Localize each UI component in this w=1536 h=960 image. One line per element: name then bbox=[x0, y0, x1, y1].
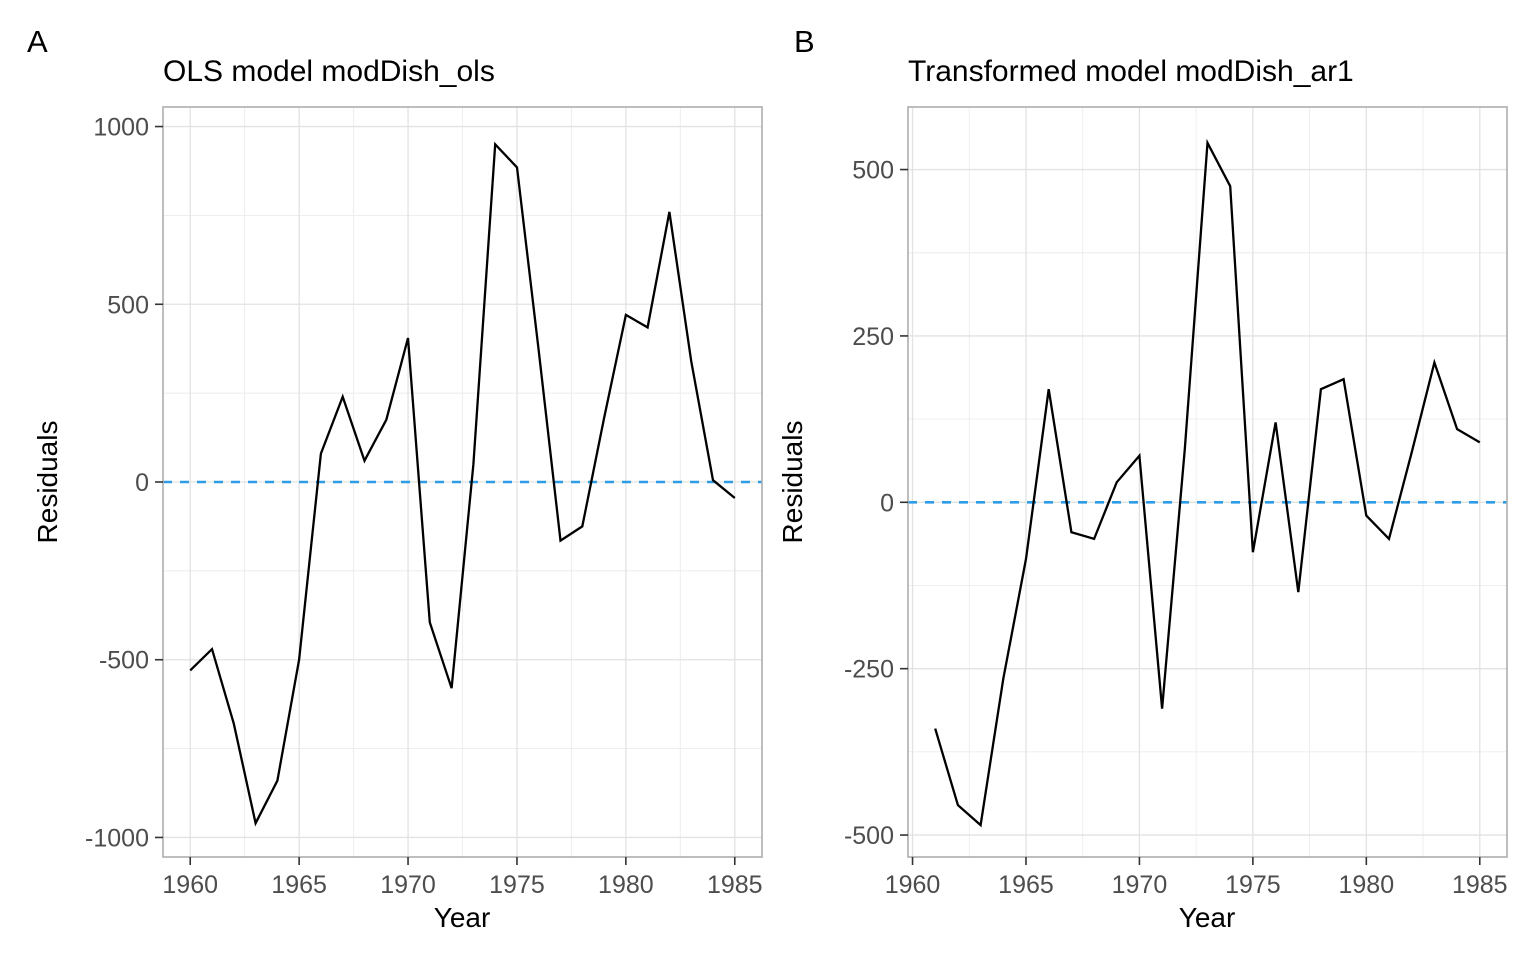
panel-a-y-tick-label: 500 bbox=[107, 291, 149, 319]
panel-b-x-tick-label: 1985 bbox=[1452, 871, 1508, 899]
panel-a-y-tick-label: -1000 bbox=[85, 824, 149, 852]
panel-b-y-tick-label: -250 bbox=[844, 656, 894, 684]
panel-b-tick-labels: 1960 1965 1970 1975 1980 1985 500 250 0 -250 -500 bbox=[844, 157, 1508, 899]
panel-a-x-tick-label: 1960 bbox=[162, 871, 218, 899]
panel-b-grid-minor bbox=[908, 107, 1507, 857]
panel-a-plot: 1960 1965 1970 1975 1980 1985 1000 500 0 -500 -100… bbox=[85, 106, 763, 899]
panel-b-grid-major bbox=[908, 107, 1507, 857]
panel-a-residuals-line bbox=[189, 141, 736, 827]
panel-a-x-tick-label: 1975 bbox=[489, 871, 545, 899]
panel-a-title: OLS model modDish_ols bbox=[163, 55, 495, 88]
panel-b-x-tick-label: 1960 bbox=[885, 871, 941, 899]
panel-b-plot: 1960 1965 1970 1975 1980 1985 500 250 0 -250 -500 bbox=[844, 106, 1508, 899]
panel-b-x-tick-label: 1980 bbox=[1339, 871, 1395, 899]
panel-b-title: Transformed model modDish_ar1 bbox=[908, 55, 1354, 88]
panel-a-x-axis-title: Year bbox=[433, 902, 491, 933]
panel-b-tick-marks bbox=[900, 168, 1481, 865]
panel-a-tick-labels: 1960 1965 1970 1975 1980 1985 1000 500 0 -500 -100… bbox=[85, 114, 763, 899]
panel-a-x-tick-label: 1985 bbox=[707, 871, 763, 899]
panel-b-border bbox=[907, 106, 1508, 858]
panel-b-y-tick-label: 250 bbox=[852, 323, 894, 351]
panel-b-x-tick-label: 1970 bbox=[1112, 871, 1168, 899]
panel-a-x-tick-label: 1980 bbox=[598, 871, 654, 899]
panel-a-y-tick-label: 0 bbox=[135, 469, 149, 497]
panel-b-y-axis-title: Residuals bbox=[777, 420, 808, 544]
panel-b-x-tick-label: 1965 bbox=[998, 871, 1054, 899]
panel-b-y-tick-label: 500 bbox=[852, 157, 894, 185]
panel-a-tick-marks bbox=[155, 125, 736, 865]
panel-b-x-tick-label: 1975 bbox=[1225, 871, 1281, 899]
panel-b-label: B bbox=[794, 24, 815, 59]
panel-a-y-tick-label: 1000 bbox=[93, 114, 149, 142]
panel-a-x-tick-label: 1965 bbox=[271, 871, 327, 899]
panel-a-y-axis-title: Residuals bbox=[32, 420, 63, 544]
panel-b-residuals-line bbox=[934, 138, 1481, 828]
panel-a-y-tick-label: -500 bbox=[99, 647, 149, 675]
panel-b-y-tick-label: 0 bbox=[880, 489, 894, 517]
panel-b-y-tick-label: -500 bbox=[844, 822, 894, 850]
panel-a-label: A bbox=[27, 24, 48, 59]
panel-b-x-axis-title: Year bbox=[1178, 902, 1236, 933]
panel-a-x-tick-label: 1970 bbox=[380, 871, 436, 899]
